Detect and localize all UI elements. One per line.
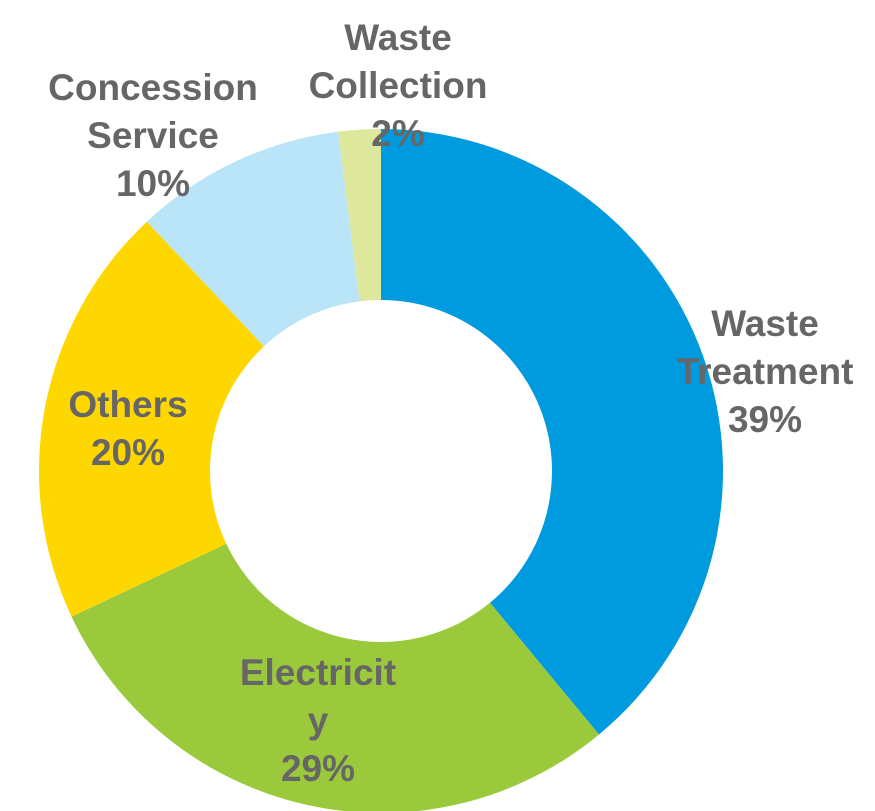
slice-waste-collection: [338, 129, 381, 302]
label-concession-service: Concession Service 10%: [48, 67, 258, 204]
category-label: Treatment: [677, 351, 854, 392]
slice-electricity: [71, 543, 599, 811]
slice-labels: Waste Treatment 39% Electricit y 29% Others 20%…: [48, 17, 853, 789]
category-label: Waste: [344, 17, 452, 58]
label-waste-treatment: Waste Treatment 39%: [677, 303, 854, 440]
category-label: Collection: [309, 65, 488, 106]
category-label: y: [308, 700, 329, 741]
category-label: Electricit: [240, 652, 396, 693]
value-label: 39%: [728, 399, 802, 440]
value-label: 29%: [281, 748, 355, 789]
category-label: Others: [68, 384, 187, 425]
category-label: Service: [87, 115, 219, 156]
label-electricity: Electricit y 29%: [240, 652, 396, 789]
value-label: 2%: [371, 113, 424, 154]
slice-concession-service: [146, 131, 360, 347]
category-label: Waste: [711, 303, 819, 344]
category-label: Concession: [48, 67, 258, 108]
value-label: 20%: [91, 432, 165, 473]
label-waste-collection: Waste Collection 2%: [309, 17, 488, 154]
slice-others: [39, 221, 264, 617]
label-others: Others 20%: [68, 384, 187, 473]
donut-slices: [39, 129, 724, 811]
value-label: 10%: [116, 163, 190, 204]
slice-waste-treatment: [381, 129, 724, 735]
